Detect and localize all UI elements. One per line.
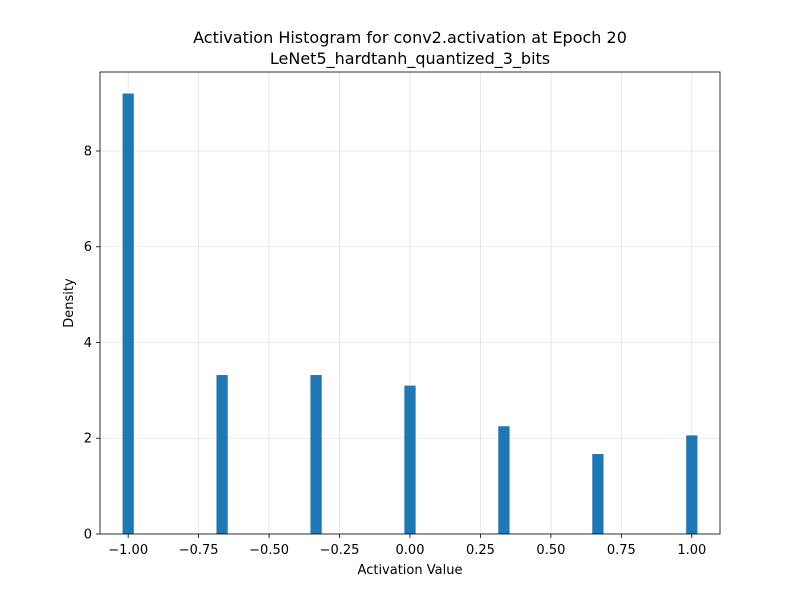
bars [122,93,698,535]
y-axis-ticks: 0 2 4 6 8 [84,144,100,543]
y-tick-label: 2 [84,432,92,447]
y-tick-label: 4 [84,336,92,351]
chart-title: Activation Histogram for conv2.activatio… [193,28,627,47]
x-tick-label: 1.00 [677,543,706,558]
y-tick-label: 8 [84,144,92,159]
histogram-bar [122,93,134,535]
histogram-bar [216,375,228,534]
x-tick-label: 0.50 [536,543,565,558]
x-tick-label: 0.25 [466,543,495,558]
x-axis-label: Activation Value [358,563,463,578]
x-tick-label: 0.00 [396,543,425,558]
x-tick-label: 0.75 [607,543,636,558]
x-axis-ticks: −1.00 −0.75 −0.50 −0.25 0.00 0.25 0.50 0.75 1.00 [108,534,706,558]
x-tick-label: −0.50 [249,543,289,558]
y-tick-label: 6 [84,240,92,255]
y-axis-label: Density [62,278,77,328]
x-tick-label: −1.00 [108,543,148,558]
histogram-bar [310,375,322,534]
histogram-bar [686,435,698,534]
grid [100,72,720,535]
y-tick-label: 0 [84,528,92,543]
x-tick-label: −0.75 [179,543,219,558]
x-tick-label: −0.25 [320,543,360,558]
chart-subtitle: LeNet5_hardtanh_quantized_3_bits [270,49,550,69]
histogram-bar [498,426,510,534]
histogram-bar [404,385,416,534]
histogram-bar [592,454,604,534]
